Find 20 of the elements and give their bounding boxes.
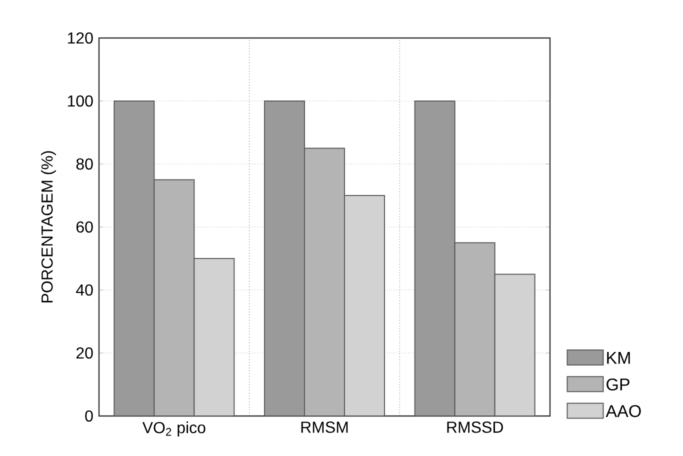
bar [194, 258, 235, 416]
bar [304, 148, 345, 416]
legend-label: GP [606, 378, 630, 390]
y-tick-label: 100 [68, 95, 93, 107]
y-tick-label: 20 [76, 347, 93, 359]
legend-label: AAO [606, 405, 641, 418]
bar [494, 274, 536, 416]
bar [154, 179, 195, 416]
legend-label: KM [607, 352, 630, 364]
y-tick-label: 40 [76, 284, 93, 296]
y-tick-label: 0 [85, 410, 93, 422]
bar [344, 195, 385, 416]
x-tick-label: RMSSD [447, 422, 503, 433]
y-tick-label: 120 [68, 32, 93, 44]
x-tick-label: RMSM [301, 422, 348, 433]
y-tick-label: 80 [76, 158, 93, 170]
bar [454, 242, 496, 416]
y-axis-title: PORCENTAGEM (%) [41, 151, 56, 302]
x-tick-label: VO$_{2}$ pico [142, 422, 206, 436]
y-tick-label: 60 [76, 221, 93, 233]
